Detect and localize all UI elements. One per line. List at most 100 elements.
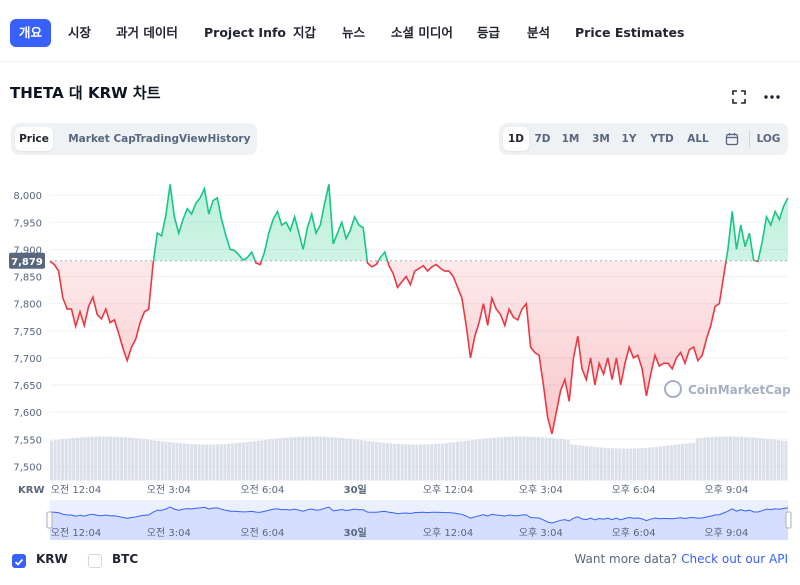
volume-bar [677, 444, 681, 481]
volume-bar [230, 443, 234, 481]
volume-bar [592, 446, 596, 481]
x-tick-label: 오후 12:04 [423, 484, 473, 496]
krw-legend-label: KRW [36, 552, 68, 566]
volume-bar [511, 436, 515, 481]
area-up [50, 184, 788, 261]
volume-bar [374, 441, 378, 481]
volume-bar [688, 443, 692, 481]
api-link[interactable]: Check out our API [681, 552, 788, 566]
nav-tab-4[interactable]: 지갑 [293, 25, 317, 40]
api-promo: Want more data? Check out our API [574, 552, 788, 566]
volume-bar [83, 437, 87, 481]
nav-tab-2[interactable]: 과거 데이터 [116, 25, 178, 40]
range-tab-ytd[interactable]: YTD [650, 133, 674, 145]
volume-bar [212, 444, 216, 481]
api-promo-text: Want more data? [574, 552, 678, 566]
y-tick-label: 7,900 [13, 245, 42, 256]
range-tab-1d[interactable]: 1D [503, 127, 529, 151]
calendar-icon[interactable] [718, 127, 746, 151]
volume-bar [278, 438, 282, 481]
nav-tab-5[interactable]: 뉴스 [342, 25, 366, 40]
volume-bar [732, 436, 736, 481]
volume-bar [219, 444, 223, 481]
x-tick-label: 오후 3:04 [519, 484, 563, 496]
volume-bar [751, 437, 755, 481]
volume-bar [518, 436, 522, 481]
volume-bar [640, 448, 644, 481]
volume-bar [437, 443, 441, 481]
volume-bar [367, 441, 371, 481]
volume-bar [245, 442, 249, 481]
volume-bar [241, 442, 245, 481]
volume-bar [201, 444, 205, 481]
volume-bar [699, 437, 703, 481]
price-line-up [50, 184, 789, 261]
volume-bar [658, 446, 662, 481]
nav-tab-0[interactable]: 개요 [10, 19, 52, 47]
chart-view-tabs: Price Market Cap TradingView History [11, 123, 257, 155]
navigator-tick-label: 오전 3:04 [147, 527, 191, 539]
nav-tab-9[interactable]: Price Estimates [575, 25, 685, 40]
volume-bar [426, 444, 430, 481]
view-tab-1[interactable]: Market Cap [68, 133, 136, 145]
volume-bar [537, 437, 541, 481]
volume-bar [68, 438, 72, 481]
volume-bar [603, 447, 607, 481]
price-chart[interactable]: 8,000 7,950 7,900 7,850 7,800 7,750 7,700 7,650… [0, 160, 800, 545]
range-tab-3m[interactable]: 3M [592, 133, 610, 145]
volume-bar [548, 437, 552, 481]
range-tab-1y[interactable]: 1Y [621, 133, 637, 145]
navigator-tick-label: 오전 6:04 [240, 527, 284, 539]
nav-tab-7[interactable]: 등급 [477, 25, 501, 40]
nav-tab-1[interactable]: 시장 [68, 25, 92, 40]
volume-bar [762, 438, 766, 481]
volume-bar [252, 441, 257, 481]
volume-bar [647, 447, 651, 481]
nav-tab-3[interactable]: Project Info [204, 25, 286, 40]
volume-bar [134, 438, 138, 481]
volume-bar [131, 437, 135, 481]
volume-bar [614, 448, 618, 481]
navigator-range [50, 500, 788, 540]
volume-bar [633, 448, 637, 481]
view-tab-0[interactable]: Price [15, 127, 53, 151]
volume-bar [607, 448, 611, 481]
krw-checkbox[interactable] [12, 554, 26, 568]
view-tab-3[interactable]: History [207, 133, 251, 145]
volume-bar [470, 440, 474, 481]
volume-bar [765, 438, 769, 481]
volume-bar [776, 440, 781, 481]
navigator-line [49, 506, 789, 524]
btc-checkbox[interactable] [88, 554, 102, 568]
nav-tab-8[interactable]: 분석 [527, 25, 551, 40]
volume-bar [717, 436, 721, 481]
volume-bar [463, 440, 467, 481]
volume-bar [743, 436, 747, 481]
range-tab-all[interactable]: ALL [687, 133, 709, 145]
volume-bar [341, 438, 345, 481]
volume-bar [149, 439, 153, 481]
fullscreen-icon[interactable] [728, 86, 750, 108]
range-tab-1m[interactable]: 1M [561, 133, 580, 145]
volume-bar [695, 438, 699, 481]
y-tick-label: 7,850 [13, 273, 42, 284]
volume-bar [666, 445, 670, 481]
volume-bar [773, 439, 777, 481]
navigator-tick-label: 오후 12:04 [423, 527, 473, 539]
log-scale-button[interactable]: LOG [756, 133, 781, 145]
volume-bar [208, 444, 212, 481]
volume-bar [710, 437, 714, 481]
range-tab-7d[interactable]: 7D [534, 133, 551, 145]
reference-label-bg [9, 252, 45, 269]
nav-tab-6[interactable]: 소셜 미디어 [391, 25, 453, 40]
volume-bar [363, 440, 367, 481]
volume-bar [90, 436, 94, 481]
volume-bar [326, 436, 330, 481]
volume-bar [197, 444, 201, 481]
volume-bar [754, 437, 758, 481]
volume-bar [478, 439, 482, 481]
volume-bar [101, 436, 105, 481]
volume-bar [334, 437, 338, 481]
more-icon[interactable] [761, 86, 783, 108]
view-tab-2[interactable]: TradingView [134, 133, 208, 145]
